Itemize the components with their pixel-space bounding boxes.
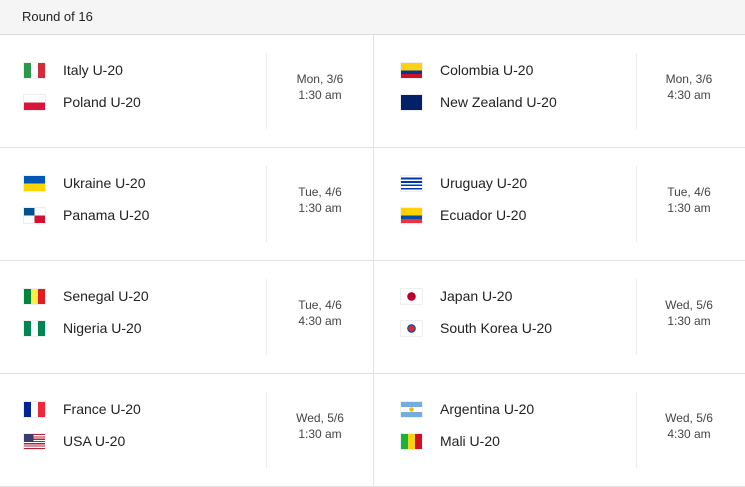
match-hour: 1:30 am <box>298 201 342 215</box>
nigeria-flag-icon <box>24 320 45 336</box>
new-zealand-flag-icon <box>401 94 422 110</box>
match-card[interactable]: Japan U-20 South Korea U-20 Wed, 5/6 1:30… <box>374 261 745 374</box>
team-name: Uruguay U-20 <box>440 175 528 191</box>
team-name: Ecuador U-20 <box>440 207 527 223</box>
match-time: Wed, 5/6 4:30 am <box>637 410 741 442</box>
home-team: Senegal U-20 <box>24 288 149 304</box>
divider <box>636 53 637 129</box>
match-date: Wed, 5/6 <box>665 411 713 425</box>
match-hour: 4:30 am <box>667 427 711 441</box>
match-time: Mon, 3/6 1:30 am <box>267 71 373 103</box>
match-time: Tue, 4/6 1:30 am <box>267 184 373 216</box>
argentina-flag-icon <box>401 401 422 417</box>
match-hour: 4:30 am <box>298 314 342 328</box>
match-time: Wed, 5/6 1:30 am <box>637 297 741 329</box>
match-time: Mon, 3/6 4:30 am <box>637 71 741 103</box>
away-team: Ecuador U-20 <box>401 207 526 223</box>
home-team: Japan U-20 <box>401 288 512 304</box>
japan-flag-icon <box>401 288 422 304</box>
team-name: Panama U-20 <box>63 207 150 223</box>
match-date: Tue, 4/6 <box>667 185 711 199</box>
usa-flag-icon <box>24 433 45 449</box>
round-title: Round of 16 <box>22 9 93 24</box>
match-time: Tue, 4/6 1:30 am <box>637 184 741 216</box>
away-team: USA U-20 <box>24 433 125 449</box>
match-date: Tue, 4/6 <box>298 298 342 312</box>
match-hour: 1:30 am <box>298 427 342 441</box>
divider <box>266 166 267 242</box>
match-date: Wed, 5/6 <box>296 411 344 425</box>
home-team: Uruguay U-20 <box>401 175 527 191</box>
home-team: Ukraine U-20 <box>24 175 145 191</box>
match-card[interactable]: Argentina U-20 Mali U-20 Wed, 5/6 4:30 am <box>374 374 745 487</box>
match-grid: Italy U-20 Poland U-20 Mon, 3/6 1:30 am C… <box>0 35 745 487</box>
team-name: Senegal U-20 <box>63 288 149 304</box>
match-card[interactable]: Uruguay U-20 Ecuador U-20 Tue, 4/6 1:30 a… <box>374 148 745 261</box>
france-flag-icon <box>24 401 45 417</box>
poland-flag-icon <box>24 94 45 110</box>
match-hour: 4:30 am <box>667 88 711 102</box>
divider <box>266 279 267 355</box>
divider <box>636 166 637 242</box>
match-card[interactable]: Ukraine U-20 Panama U-20 Tue, 4/6 1:30 am <box>0 148 374 261</box>
away-team: South Korea U-20 <box>401 320 552 336</box>
divider <box>636 279 637 355</box>
team-name: USA U-20 <box>63 433 126 449</box>
team-name: South Korea U-20 <box>440 320 553 336</box>
away-team: Mali U-20 <box>401 433 500 449</box>
match-hour: 1:30 am <box>298 88 342 102</box>
team-name: Nigeria U-20 <box>63 320 142 336</box>
match-hour: 1:30 am <box>667 314 711 328</box>
match-date: Mon, 3/6 <box>296 72 344 86</box>
match-time: Wed, 5/6 1:30 am <box>267 410 373 442</box>
team-name: Ukraine U-20 <box>63 175 146 191</box>
away-team: Poland U-20 <box>24 94 141 110</box>
panama-flag-icon <box>24 207 45 223</box>
away-team: Nigeria U-20 <box>24 320 142 336</box>
team-name: Italy U-20 <box>63 62 123 78</box>
match-card[interactable]: Senegal U-20 Nigeria U-20 Tue, 4/6 4:30 a… <box>0 261 374 374</box>
uruguay-flag-icon <box>401 175 422 191</box>
match-card[interactable]: Italy U-20 Poland U-20 Mon, 3/6 1:30 am <box>0 35 374 148</box>
ukraine-flag-icon <box>24 175 45 191</box>
match-date: Mon, 3/6 <box>665 72 713 86</box>
mali-flag-icon <box>401 433 422 449</box>
italy-flag-icon <box>24 62 45 78</box>
home-team: Italy U-20 <box>24 62 123 78</box>
match-card[interactable]: Colombia U-20 New Zealand U-20 Mon, 3/6 4… <box>374 35 745 148</box>
home-team: Argentina U-20 <box>401 401 534 417</box>
away-team: New Zealand U-20 <box>401 94 557 110</box>
match-card[interactable]: France U-20 USA U-20 Wed, 5/6 1:30 am <box>0 374 374 487</box>
team-name: Colombia U-20 <box>440 62 534 78</box>
ecuador-flag-icon <box>401 207 422 223</box>
senegal-flag-icon <box>24 288 45 304</box>
home-team: France U-20 <box>24 401 141 417</box>
team-name: New Zealand U-20 <box>440 94 557 110</box>
team-name: Poland U-20 <box>63 94 141 110</box>
divider <box>266 53 267 129</box>
round-header: Round of 16 <box>0 0 745 35</box>
team-name: Japan U-20 <box>440 288 513 304</box>
divider <box>266 392 267 468</box>
colombia-flag-icon <box>401 62 422 78</box>
divider <box>636 392 637 468</box>
team-name: France U-20 <box>63 401 141 417</box>
away-team: Panama U-20 <box>24 207 149 223</box>
team-name: Mali U-20 <box>440 433 500 449</box>
south-korea-flag-icon <box>401 320 422 336</box>
match-time: Tue, 4/6 4:30 am <box>267 297 373 329</box>
home-team: Colombia U-20 <box>401 62 533 78</box>
match-date: Wed, 5/6 <box>665 298 713 312</box>
match-hour: 1:30 am <box>667 201 711 215</box>
match-date: Tue, 4/6 <box>298 185 342 199</box>
team-name: Argentina U-20 <box>440 401 535 417</box>
